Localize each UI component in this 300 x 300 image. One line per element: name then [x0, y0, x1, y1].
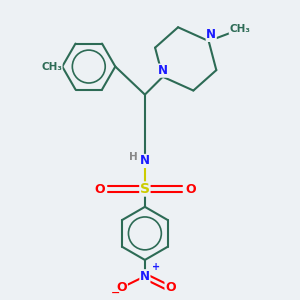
Text: N: N — [158, 64, 168, 77]
Text: N: N — [140, 154, 150, 167]
Text: +: + — [152, 262, 160, 272]
Text: O: O — [185, 182, 196, 196]
Text: CH₃: CH₃ — [229, 24, 250, 34]
Text: O: O — [117, 281, 127, 294]
Text: H: H — [129, 152, 138, 162]
Text: N: N — [206, 28, 216, 41]
Text: S: S — [140, 182, 150, 196]
Text: N: N — [140, 270, 150, 283]
Text: −: − — [111, 288, 121, 298]
Text: O: O — [94, 182, 105, 196]
Text: O: O — [165, 281, 176, 294]
Text: CH₃: CH₃ — [41, 61, 62, 72]
